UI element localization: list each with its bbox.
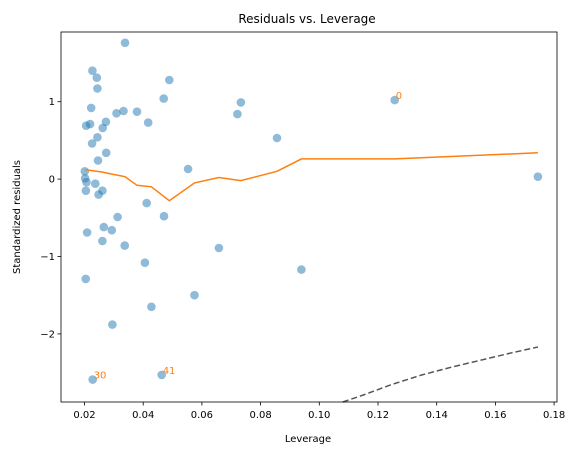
data-point xyxy=(101,148,111,158)
data-point xyxy=(120,38,130,48)
data-point xyxy=(91,179,100,188)
x-axis-ticks: 0.02 0.04 0.06 0.08 0.10 0.12 0.14 0.16 0.18 xyxy=(73,402,565,421)
data-point xyxy=(82,177,91,187)
data-point xyxy=(190,290,199,300)
data-point xyxy=(82,228,92,237)
data-point xyxy=(132,107,142,116)
axes-frame xyxy=(60,31,558,403)
x-tick-label: 0.08 xyxy=(249,410,271,421)
y-axis-label: Standardized residuals xyxy=(12,160,23,274)
x-tick-label: 0.02 xyxy=(73,410,95,421)
x-tick-label: 0.04 xyxy=(132,410,154,421)
data-point xyxy=(143,118,153,127)
data-point xyxy=(86,103,96,113)
data-point xyxy=(159,94,168,103)
x-tick-label: 0.10 xyxy=(308,410,330,421)
chart-title: Residuals vs. Leverage xyxy=(238,12,375,26)
data-point xyxy=(80,167,90,176)
data-point xyxy=(98,123,107,133)
y-tick-label: 0 xyxy=(49,175,55,186)
data-point xyxy=(99,222,109,232)
y-tick-label: 1 xyxy=(49,97,55,108)
data-point xyxy=(112,109,121,118)
lowess-smooth-line xyxy=(85,152,538,202)
data-point xyxy=(93,156,103,165)
plot-area: 0 30 41 xyxy=(61,32,557,403)
data-point xyxy=(165,75,174,85)
data-point xyxy=(233,109,242,119)
data-point xyxy=(88,66,97,75)
data-point xyxy=(81,186,91,195)
y-tick-label: −2 xyxy=(40,329,55,340)
data-point xyxy=(93,84,102,93)
data-point xyxy=(236,98,246,107)
point-annotation: 30 xyxy=(94,371,107,382)
data-point xyxy=(157,370,166,380)
x-axis-label: Leverage xyxy=(285,434,331,445)
data-point xyxy=(119,106,128,116)
data-point xyxy=(147,302,156,312)
x-tick-label: 0.12 xyxy=(367,410,389,421)
data-point xyxy=(140,258,150,268)
data-point xyxy=(183,164,193,174)
data-point xyxy=(87,139,97,148)
point-annotation: 41 xyxy=(163,366,176,377)
data-point xyxy=(272,133,282,143)
data-point xyxy=(108,320,117,329)
scatter-points xyxy=(80,38,543,384)
data-point xyxy=(107,225,117,235)
data-point xyxy=(142,198,151,208)
data-point xyxy=(390,95,400,105)
data-point xyxy=(533,172,543,181)
data-point xyxy=(81,274,90,284)
x-tick-label: 0.16 xyxy=(484,410,506,421)
data-point xyxy=(159,211,169,221)
axes-background xyxy=(61,32,557,402)
data-point xyxy=(214,243,224,253)
data-point xyxy=(88,375,97,384)
x-tick-label: 0.18 xyxy=(543,410,565,421)
data-point xyxy=(98,236,107,246)
data-point xyxy=(92,73,102,82)
data-point xyxy=(81,121,91,130)
y-tick-label: −1 xyxy=(40,252,55,263)
data-point xyxy=(297,265,306,274)
data-point xyxy=(93,133,102,142)
x-tick-label: 0.14 xyxy=(426,410,448,421)
outlier-annotations: 0 30 41 xyxy=(94,91,402,382)
y-axis-ticks: 1 0 −1 −2 xyxy=(40,97,61,340)
data-point xyxy=(113,212,122,222)
data-point xyxy=(94,190,103,199)
x-tick-label: 0.06 xyxy=(191,410,213,421)
point-annotation: 0 xyxy=(396,91,402,102)
data-point xyxy=(120,241,129,250)
